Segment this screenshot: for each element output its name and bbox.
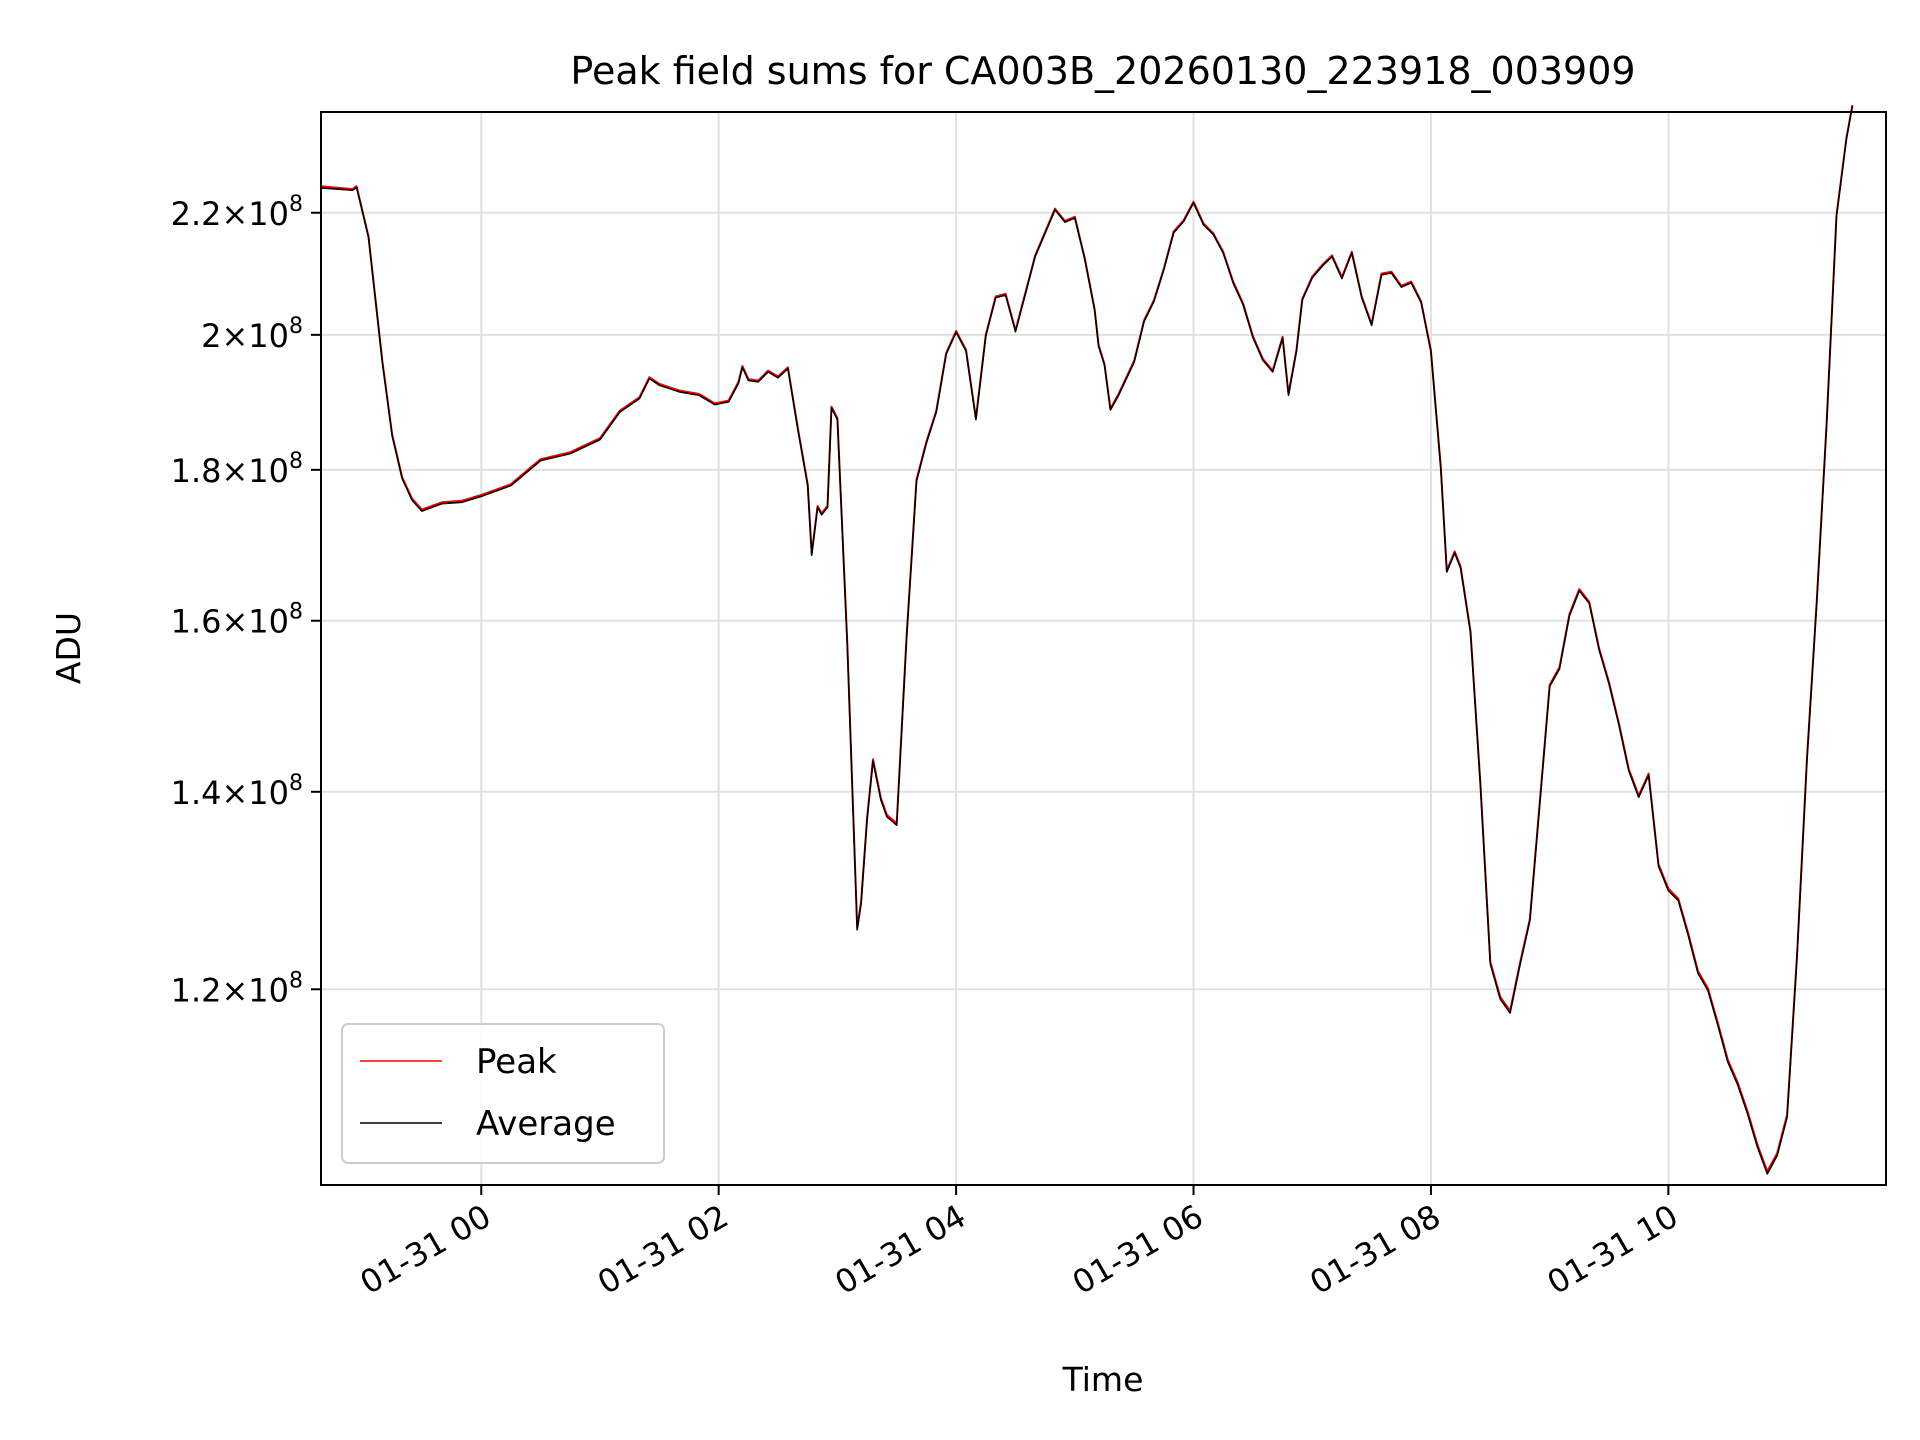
chart-title: Peak field sums for CA003B_20260130_2239…: [570, 49, 1635, 93]
y-tick-label: 1.6×108: [171, 600, 303, 641]
x-axis-label: Time: [1062, 1360, 1144, 1399]
plot-frame: [320, 111, 1887, 1186]
y-tick-label: 2.2×108: [171, 192, 303, 233]
y-axis-label: ADU: [49, 612, 88, 684]
series-lines: [320, 104, 1854, 1175]
grid: [321, 112, 1886, 1185]
y-tick-label: 1.2×108: [171, 968, 303, 1009]
y-tick-label: 1.8×108: [171, 449, 303, 490]
legend: Peak Average: [341, 1023, 665, 1164]
y-tick-label: 2×108: [201, 314, 303, 355]
legend-box: [341, 1023, 665, 1164]
y-tick-label: 1.4×108: [171, 771, 303, 812]
series-line-average: [320, 105, 1854, 1175]
legend-average-label: Average: [476, 1104, 616, 1144]
y-axis-ticks: 1.2×108 1.4×108 1.6×108 1.8×108 2×108 2.2×108: [171, 192, 321, 1009]
legend-peak-label: Peak: [476, 1042, 557, 1082]
